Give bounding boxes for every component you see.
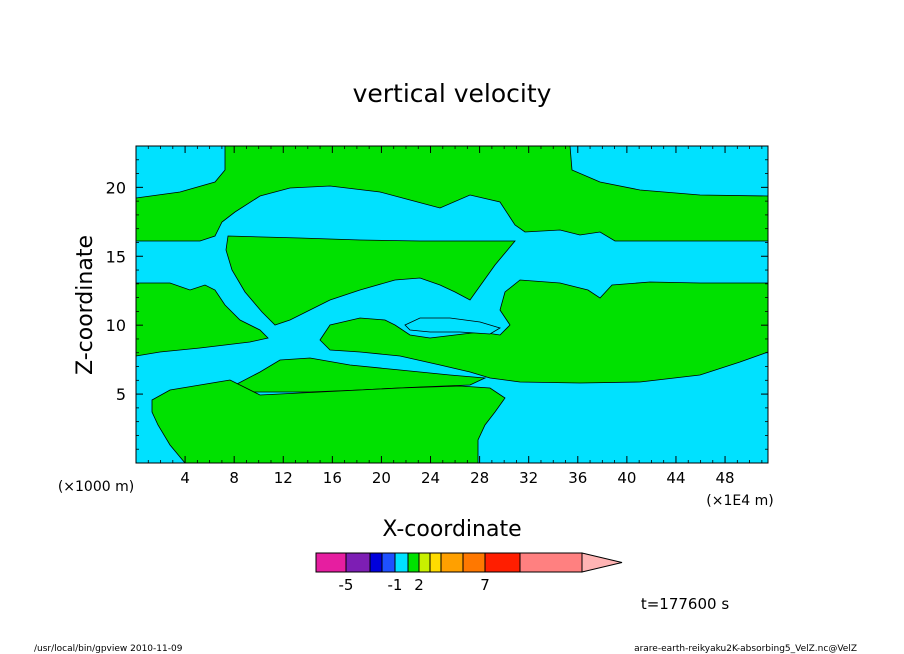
x-tick-label: 12 <box>274 469 293 487</box>
colorbar-swatch <box>418 552 431 573</box>
x-tick-label: 48 <box>716 469 735 487</box>
colorbar-tick-label: 7 <box>480 576 490 594</box>
x-tick-label: 32 <box>519 469 538 487</box>
x-tick-label: 20 <box>372 469 391 487</box>
colorbar-tick-label: 2 <box>414 576 424 594</box>
y-tick-label: 10 <box>106 316 126 335</box>
x-tick-label: 28 <box>470 469 489 487</box>
x-axis-label: X-coordinate <box>382 517 521 542</box>
x-tick-label: 40 <box>617 469 636 487</box>
green-region-middle <box>136 282 269 357</box>
green-region-lower-left <box>234 357 487 393</box>
colorbar-swatch <box>315 552 347 573</box>
x-tick-label: 16 <box>323 469 342 487</box>
colorbar-swatch <box>429 552 442 573</box>
y-tick-label: 5 <box>116 385 126 404</box>
green-region-upper <box>136 146 768 242</box>
time-label: t=177600 s <box>641 595 729 613</box>
plot-area <box>136 146 768 463</box>
colorbar-swatch <box>381 552 396 573</box>
colorbar-extension <box>581 552 623 573</box>
colorbar-tick-label: -1 <box>388 576 403 594</box>
green-region-lower <box>151 379 506 463</box>
y-tick-label: 15 <box>106 247 126 266</box>
y-axis-label: Z-coordinate <box>73 235 98 375</box>
colorbar-swatch <box>519 552 583 573</box>
colorbar-swatch <box>484 552 521 573</box>
y-tick-label: 20 <box>106 178 126 197</box>
colorbar: -5 -1 2 7 <box>315 552 623 594</box>
colorbar-swatch <box>407 552 420 573</box>
green-region-large <box>225 235 516 326</box>
footer-left: /usr/local/bin/gpview 2010-11-09 <box>34 644 183 654</box>
x-axis: 4 8 12 16 20 24 28 32 36 40 44 48 <box>147 146 763 487</box>
x-scale-note-right: (×1E4 m) <box>706 493 773 509</box>
colorbar-swatch <box>462 552 486 573</box>
x-tick-label: 36 <box>568 469 587 487</box>
x-scale-note-left: (×1000 m) <box>58 479 134 495</box>
y-axis: 5 10 15 20 <box>106 159 768 450</box>
x-tick-label: 8 <box>229 469 239 487</box>
x-tick-label: 44 <box>666 469 685 487</box>
colorbar-swatch <box>345 552 371 573</box>
colorbar-swatch <box>394 552 409 573</box>
plot-frame <box>135 145 769 464</box>
footer-right: arare-earth-reikyaku2K-absorbing5_VelZ.n… <box>634 644 857 654</box>
green-lobe-inner <box>404 317 501 335</box>
colorbar-tick-label: -5 <box>339 576 354 594</box>
x-tick-label: 24 <box>421 469 440 487</box>
x-tick-label: 4 <box>180 469 190 487</box>
chart-title: vertical velocity <box>353 79 552 108</box>
colorbar-swatch <box>440 552 464 573</box>
green-region-right <box>319 279 768 384</box>
colorbar-swatch <box>369 552 383 573</box>
